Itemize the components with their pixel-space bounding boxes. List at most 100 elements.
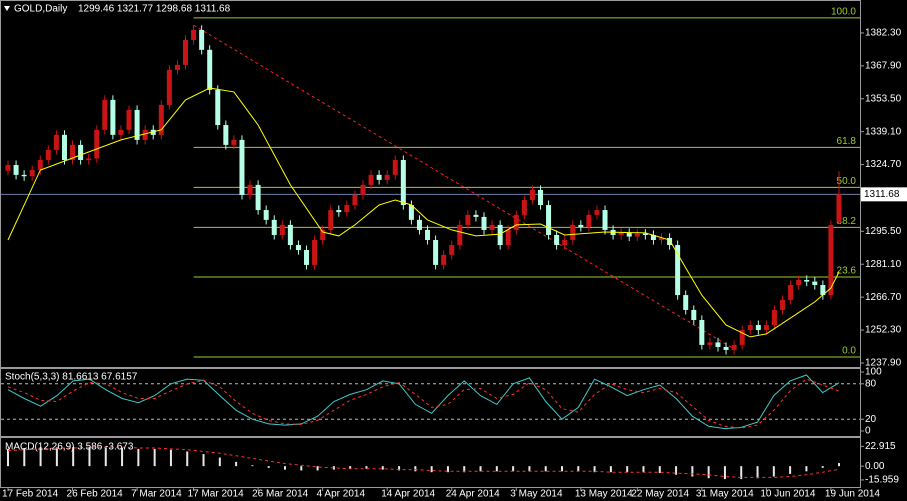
candle-body [392, 160, 398, 175]
current-price-label: 1311.68 [864, 189, 900, 200]
candle-body [820, 285, 826, 296]
x-tick-label: 7 Mar 2014 [131, 489, 182, 500]
fib-label: 100.0 [831, 6, 856, 17]
y-tick-label: 22.915 [865, 441, 896, 452]
candle-body [497, 224, 503, 246]
indicator-line [7, 374, 840, 430]
chart-title: GOLD,Daily [14, 4, 67, 15]
candle-body [546, 205, 552, 235]
candle-body [594, 210, 600, 215]
candle-body [368, 174, 374, 185]
candle-body [247, 184, 253, 195]
candle-body [150, 129, 156, 135]
candle-body [70, 144, 76, 160]
candle-body [263, 210, 269, 220]
y-tick-label: 1237.90 [865, 358, 902, 369]
candle-body [29, 170, 35, 177]
signal-line [7, 446, 840, 478]
candle-body [513, 214, 519, 230]
candle-body [336, 210, 342, 213]
candle-body [699, 320, 705, 345]
candle-body [683, 295, 689, 310]
candle-body [384, 174, 390, 180]
candle-body [586, 214, 592, 227]
x-tick-label: 26 Mar 2014 [252, 489, 309, 500]
candle-body [650, 234, 656, 240]
candle-body [102, 99, 108, 130]
x-tick-label: 14 Apr 2014 [381, 489, 435, 500]
candle-body [360, 184, 366, 195]
current-price-box [861, 187, 907, 202]
candle-body [473, 214, 479, 217]
candle-body [626, 232, 632, 237]
y-tick-label: 1252.30 [865, 325, 902, 336]
candle-body [255, 184, 261, 211]
candle-body [328, 210, 334, 230]
candle-body [667, 237, 673, 246]
candle-body [691, 309, 697, 320]
x-tick-label: 17 Mar 2014 [188, 489, 245, 500]
candle-body [618, 232, 624, 235]
candle-body [118, 129, 124, 135]
x-tick-label: 17 Feb 2014 [2, 489, 59, 500]
candle-body [755, 325, 761, 331]
candle-body [61, 134, 67, 160]
menu-arrow[interactable] [4, 6, 10, 11]
fib-label: 50.0 [837, 176, 857, 187]
candle-body [86, 158, 92, 160]
y-tick-label: 1339.10 [865, 126, 902, 137]
chart-subtitle: 1299.46 1321.77 1298.68 1311.68 [78, 4, 231, 15]
candle-body [416, 219, 422, 230]
candle-body [425, 229, 431, 240]
candle-body [134, 109, 140, 140]
candle-body [731, 344, 737, 350]
candle-body [441, 254, 447, 265]
candle-body [53, 134, 59, 150]
candle-body [279, 224, 285, 235]
candle-body [142, 129, 148, 140]
candle-body [376, 174, 382, 180]
y-tick-label: -15.959 [865, 475, 899, 486]
candle-body [158, 104, 164, 135]
candle-body [659, 237, 665, 240]
macd-frame [0, 437, 861, 488]
panel-title: Stoch(5,3,3) 81.6613 67.6157 [5, 372, 138, 383]
candle-body [836, 194, 842, 223]
candle-body [21, 174, 27, 177]
candle-body [771, 309, 777, 326]
candle-body [529, 189, 535, 200]
candle-body [449, 245, 455, 255]
candle-body [223, 125, 229, 145]
fib-label: 61.8 [837, 136, 857, 147]
candle-body [126, 109, 132, 130]
main-frame [0, 0, 861, 368]
candle-body [295, 245, 301, 251]
candle-body [408, 205, 414, 220]
candle-body [780, 299, 786, 310]
candle-body [287, 224, 293, 246]
y-tick-label: 1266.70 [865, 292, 902, 303]
x-tick-label: 26 Feb 2014 [67, 489, 124, 500]
candle-body [5, 165, 11, 171]
x-tick-label: 4 Apr 2014 [317, 489, 366, 500]
candle-body [231, 139, 237, 145]
candle-body [570, 224, 576, 240]
fib-label: 0.0 [842, 346, 856, 357]
candle-body [763, 325, 769, 331]
candle-body [239, 139, 245, 195]
candle-body [804, 280, 810, 282]
x-tick-label: 13 May 2014 [575, 489, 633, 500]
x-tick-label: 19 Jun 2014 [825, 489, 880, 500]
candle-body [796, 280, 802, 286]
y-tick-label: 1353.50 [865, 93, 902, 104]
y-tick-label: 1281.10 [865, 259, 902, 270]
candle-body [634, 233, 640, 237]
candle-body [578, 224, 584, 227]
stoch-frame [0, 368, 861, 437]
candle-body [215, 89, 221, 126]
candle-body [78, 144, 84, 160]
y-tick-label: 0.00 [865, 461, 885, 472]
candle-body [182, 40, 188, 65]
